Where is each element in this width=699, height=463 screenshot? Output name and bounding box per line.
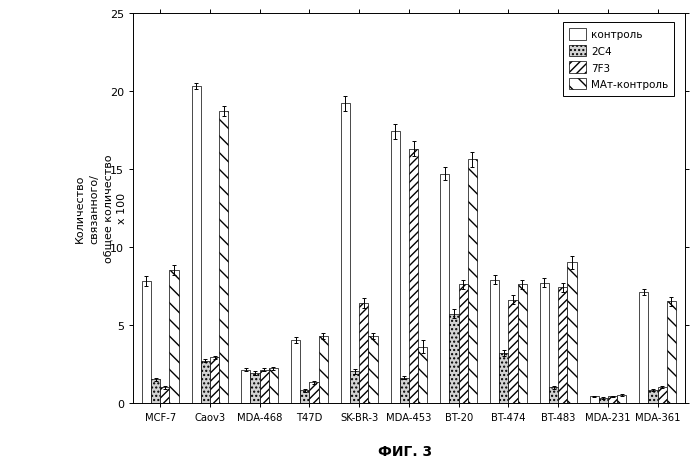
Bar	[219, 112, 229, 403]
Bar	[559, 288, 568, 403]
Bar	[241, 370, 250, 403]
Bar	[468, 160, 477, 403]
Bar	[350, 372, 359, 403]
Bar	[589, 397, 599, 403]
Bar	[518, 285, 527, 403]
Y-axis label: Количество
связанного/
общее количество
x 100: Количество связанного/ общее количество …	[75, 154, 127, 263]
Bar	[319, 336, 328, 403]
Bar	[400, 378, 409, 403]
Legend: контроль, 2C4, 7F3, МАт-контроль: контроль, 2C4, 7F3, МАт-контроль	[563, 23, 675, 96]
Bar	[259, 370, 269, 403]
Bar	[210, 358, 219, 403]
Bar	[192, 87, 201, 403]
Bar	[649, 390, 658, 403]
Bar	[169, 270, 178, 403]
Bar	[658, 387, 667, 403]
Bar	[599, 398, 608, 403]
Bar	[568, 263, 577, 403]
Bar	[269, 369, 278, 403]
Bar	[540, 283, 549, 403]
Bar	[499, 353, 508, 403]
Bar	[151, 380, 160, 403]
Bar	[160, 387, 169, 403]
Bar	[391, 132, 400, 403]
Bar	[640, 292, 649, 403]
Bar	[459, 285, 468, 403]
Bar	[340, 104, 350, 403]
Bar	[359, 303, 368, 403]
Bar	[549, 387, 559, 403]
Bar	[250, 373, 259, 403]
Bar	[440, 174, 449, 403]
Bar	[617, 395, 626, 403]
Bar	[418, 347, 427, 403]
Bar	[201, 361, 210, 403]
Bar	[449, 314, 459, 403]
Bar	[667, 302, 676, 403]
Text: ФИГ. 3: ФИГ. 3	[378, 444, 433, 458]
Bar	[490, 280, 499, 403]
Bar	[291, 341, 300, 403]
Bar	[608, 397, 617, 403]
Bar	[368, 336, 377, 403]
Bar	[409, 149, 418, 403]
Bar	[310, 382, 319, 403]
Bar	[142, 282, 151, 403]
Bar	[300, 390, 310, 403]
Bar	[508, 300, 518, 403]
